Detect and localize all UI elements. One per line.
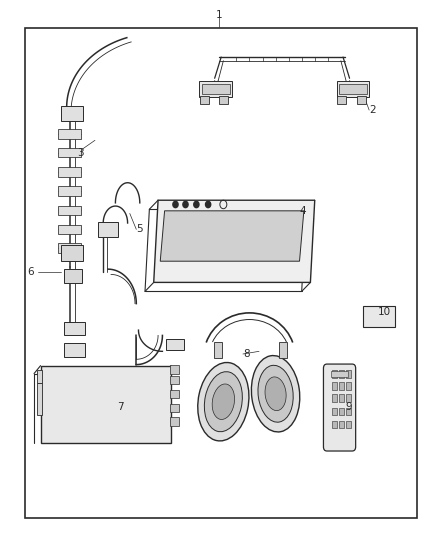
Bar <box>336 81 369 97</box>
Circle shape <box>205 201 211 208</box>
Bar <box>339 84 367 94</box>
Bar <box>331 372 348 377</box>
Bar <box>170 404 179 413</box>
Bar <box>332 394 337 402</box>
Bar <box>332 421 337 428</box>
Bar <box>346 370 351 378</box>
Bar <box>332 382 337 390</box>
Circle shape <box>183 201 188 208</box>
Bar <box>170 365 179 374</box>
Ellipse shape <box>205 372 242 432</box>
Bar <box>346 394 351 402</box>
Bar <box>332 370 337 378</box>
Text: 2: 2 <box>369 105 376 115</box>
Bar <box>64 321 85 335</box>
Bar <box>37 370 42 383</box>
Bar <box>339 382 344 390</box>
Bar <box>37 383 42 415</box>
Text: 10: 10 <box>378 306 391 317</box>
Bar <box>214 342 222 358</box>
Ellipse shape <box>212 384 234 419</box>
Bar <box>357 96 366 104</box>
Bar <box>58 129 81 139</box>
Bar <box>58 224 81 234</box>
Bar <box>170 417 179 425</box>
Bar <box>98 222 117 237</box>
Text: 7: 7 <box>117 402 124 412</box>
Bar <box>58 243 81 253</box>
Bar <box>339 370 344 378</box>
Circle shape <box>194 201 199 208</box>
Bar <box>58 206 81 215</box>
Bar <box>201 84 230 94</box>
Ellipse shape <box>251 356 300 432</box>
Bar <box>61 106 83 120</box>
Bar <box>200 96 209 104</box>
Ellipse shape <box>265 377 286 410</box>
Ellipse shape <box>198 362 249 441</box>
Bar <box>64 343 85 357</box>
Bar <box>41 366 171 442</box>
Bar <box>58 187 81 196</box>
Bar <box>339 421 344 428</box>
Bar <box>199 81 232 97</box>
Bar <box>332 408 337 415</box>
Bar <box>346 382 351 390</box>
Bar <box>61 245 83 261</box>
Bar <box>170 390 179 398</box>
Polygon shape <box>154 200 315 282</box>
Bar <box>346 408 351 415</box>
Polygon shape <box>160 211 304 261</box>
Bar <box>339 408 344 415</box>
Bar <box>58 167 81 177</box>
Text: 5: 5 <box>136 224 143 235</box>
Circle shape <box>173 201 178 208</box>
Text: 6: 6 <box>28 267 34 277</box>
Ellipse shape <box>258 365 293 422</box>
Text: 8: 8 <box>243 349 250 359</box>
Bar <box>166 338 184 350</box>
Bar <box>339 394 344 402</box>
Bar <box>346 421 351 428</box>
Text: 4: 4 <box>300 206 306 216</box>
Bar <box>64 269 82 284</box>
Bar <box>364 306 395 327</box>
Bar <box>337 96 346 104</box>
Bar <box>170 376 179 384</box>
Text: 9: 9 <box>345 402 352 412</box>
FancyBboxPatch shape <box>323 364 356 451</box>
Bar <box>279 342 287 358</box>
Text: 1: 1 <box>215 10 223 20</box>
Text: 3: 3 <box>78 148 84 158</box>
Bar <box>219 96 228 104</box>
Bar <box>58 148 81 157</box>
